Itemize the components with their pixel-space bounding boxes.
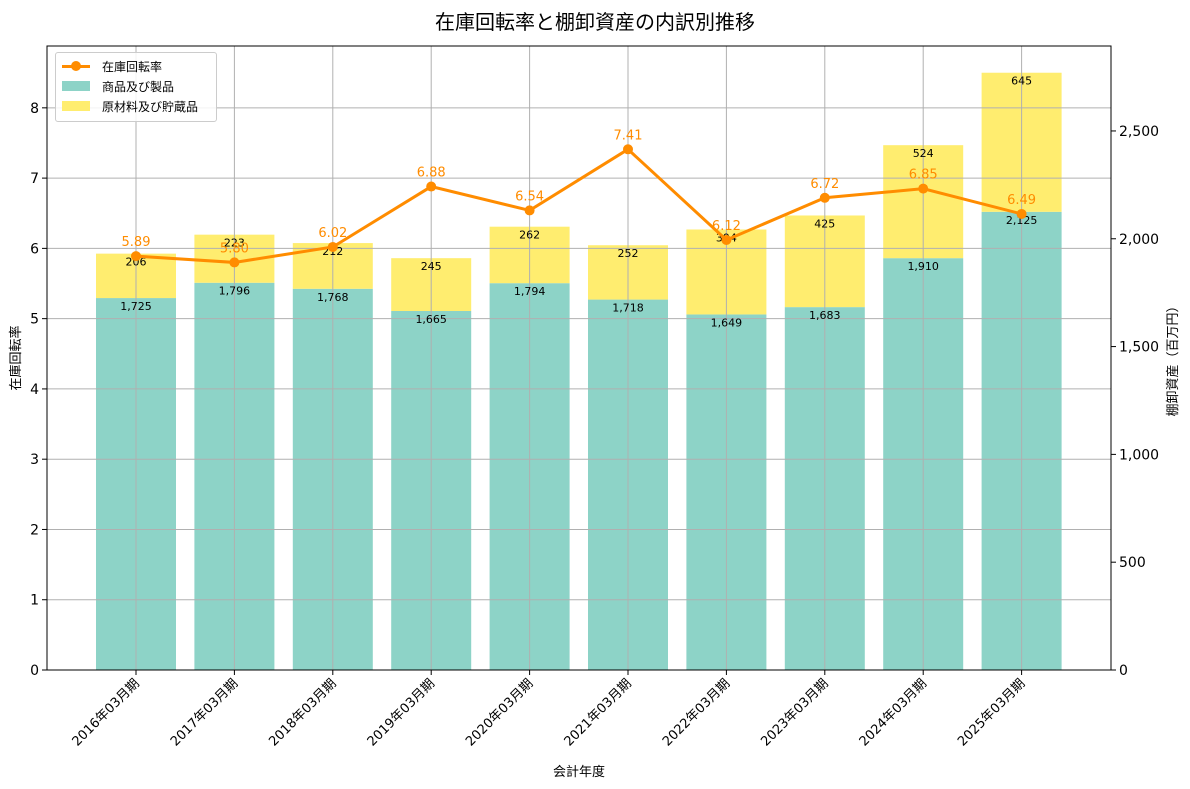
x-axis-tick-label: 2016年03月期 <box>70 676 143 749</box>
line-marker-icon <box>62 60 90 71</box>
line-point-marker <box>131 251 141 262</box>
bar-value-label: 245 <box>421 260 442 273</box>
line-value-label: 6.12 <box>712 219 741 234</box>
right-axis-tick-label: 2,000 <box>1119 232 1159 248</box>
right-axis-tick-label: 1,500 <box>1119 340 1159 356</box>
x-axis-tick-label: 2021年03月期 <box>562 676 635 749</box>
legend-item-turnover: 在庫回転率 <box>62 57 162 75</box>
left-axis-tick-label: 3 <box>30 452 39 468</box>
legend-label: 在庫回転率 <box>102 59 163 74</box>
yellow-swatch-icon <box>62 101 90 111</box>
turnover-line <box>135 147 1022 264</box>
bar-value-label: 645 <box>1011 75 1032 88</box>
x-axis-tick-label: 2017年03月期 <box>168 676 241 749</box>
line-value-label: 5.89 <box>122 235 151 250</box>
left-axis-tick-label: 6 <box>30 241 39 257</box>
left-axis-tick-label: 0 <box>30 663 39 679</box>
left-axis-label: 在庫回転率 <box>8 325 24 390</box>
line-point-marker <box>623 144 633 155</box>
x-axis-tick-label: 2018年03月期 <box>266 676 339 749</box>
x-axis-label: 会計年度 <box>553 764 605 780</box>
chart-title: 在庫回転率と棚卸資産の内訳別推移 <box>435 10 755 34</box>
left-axis-tick-label: 1 <box>30 593 39 609</box>
line-value-label: 6.72 <box>810 177 839 192</box>
right-axis-tick-label: 500 <box>1119 555 1146 571</box>
line-value-label: 6.85 <box>909 168 938 183</box>
right-axis-tick-label: 1,000 <box>1119 447 1159 463</box>
bar-value-label: 1,665 <box>415 313 447 326</box>
bar-value-label: 1,683 <box>809 309 841 322</box>
bar-value-label: 262 <box>519 229 540 242</box>
line-value-label: 6.49 <box>1007 193 1036 208</box>
bar-value-label: 1,768 <box>317 291 349 304</box>
bar-value-label: 425 <box>814 217 835 230</box>
line-point-marker <box>524 205 535 216</box>
left-axis-tick-label: 4 <box>30 382 39 398</box>
line-value-label: 6.02 <box>318 226 347 241</box>
legend-item-raw-materials: 原材料及び貯蔵品 <box>62 97 198 115</box>
line-value-label: 6.88 <box>417 166 446 181</box>
line-point-marker <box>721 234 732 245</box>
bar-value-label: 1,649 <box>711 316 743 329</box>
bar-value-label: 2,125 <box>1006 214 1038 227</box>
x-axis-tick-label: 2025年03月期 <box>955 676 1028 749</box>
bar-value-label: 206 <box>126 256 147 269</box>
x-axis-tick-label: 2022年03月期 <box>660 676 733 749</box>
legend: 在庫回転率 商品及び製品 原材料及び貯蔵品 <box>55 52 217 122</box>
x-axis-tick-label: 2019年03月期 <box>365 676 438 749</box>
right-axis-label: 棚卸資産（百万円） <box>1165 299 1181 416</box>
bar-value-label: 252 <box>618 247 639 260</box>
line-point-marker <box>918 183 929 194</box>
legend-label: 商品及び製品 <box>102 79 175 94</box>
left-axis-tick-label: 2 <box>30 522 39 538</box>
bar-value-label: 223 <box>224 237 245 250</box>
left-axis-tick-label: 5 <box>30 312 39 328</box>
line-point-marker <box>819 192 830 203</box>
bar-value-label: 1,796 <box>219 285 251 298</box>
x-axis-tick-label: 2023年03月期 <box>758 676 831 749</box>
line-value-label: 6.54 <box>515 189 544 204</box>
line-point-marker <box>1016 208 1027 219</box>
x-axis-tick-label: 2020年03月期 <box>463 676 536 749</box>
bar-value-label: 524 <box>913 147 934 160</box>
line-value-label: 7.41 <box>614 128 643 143</box>
teal-swatch-icon <box>62 81 90 91</box>
line-value-label: 5.80 <box>220 241 249 256</box>
line-point-marker <box>426 181 437 192</box>
left-axis-tick-label: 8 <box>30 101 39 117</box>
legend-item-products: 商品及び製品 <box>62 77 174 95</box>
right-axis-tick-label: 2,500 <box>1119 124 1159 140</box>
right-axis-tick-label: 0 <box>1119 663 1128 679</box>
bar-value-label: 1,910 <box>907 260 939 273</box>
plot-frame <box>46 45 1112 671</box>
bar-value-label: 1,794 <box>514 285 546 298</box>
left-axis-tick-label: 7 <box>30 171 39 187</box>
line-point-marker <box>229 257 240 268</box>
legend-label: 原材料及び貯蔵品 <box>102 99 199 114</box>
bar-value-label: 1,718 <box>612 302 644 315</box>
x-axis-tick-label: 2024年03月期 <box>857 676 930 749</box>
bar-value-label: 1,725 <box>120 300 152 313</box>
line-point-marker <box>327 241 338 252</box>
